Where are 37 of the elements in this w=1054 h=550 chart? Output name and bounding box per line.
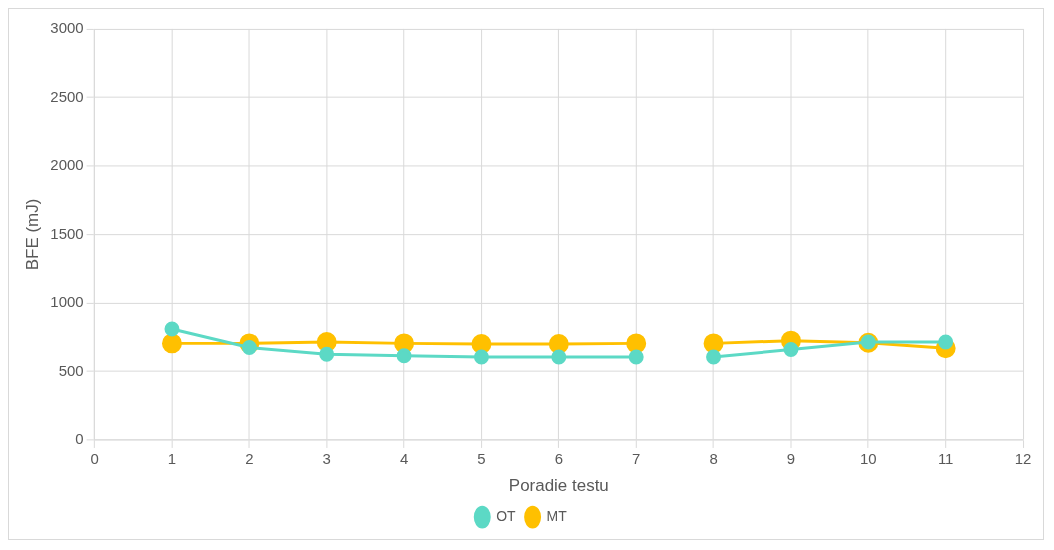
x-tick-label: 7	[632, 450, 641, 468]
point	[473, 349, 489, 365]
x-tick-label: 10	[859, 450, 877, 468]
legend-label: MT	[546, 507, 568, 524]
point	[471, 334, 492, 355]
point	[703, 333, 724, 354]
y-tick-label: 2500	[50, 87, 84, 105]
x-tick-label: 1	[167, 450, 177, 468]
x-tick-label: 9	[786, 450, 796, 468]
x-tick-label: 5	[477, 450, 486, 468]
x-tick-label: 3	[322, 450, 331, 468]
x-tick-label: 12	[1014, 450, 1032, 468]
y-tick-label: 1000	[50, 293, 84, 311]
point	[706, 349, 722, 365]
x-tick-label: 6	[554, 450, 563, 468]
point	[319, 346, 335, 362]
point	[783, 342, 799, 358]
point	[551, 349, 567, 365]
y-tick-label: 1500	[50, 224, 84, 242]
x-axis-title: Poradie testu	[508, 475, 609, 495]
x-tick-label: 8	[709, 450, 718, 468]
x-tick-label: 11	[937, 450, 954, 468]
x-tick-label: 2	[245, 450, 254, 468]
x-tick-label: 0	[90, 450, 99, 468]
x-tick-label: 4	[399, 450, 409, 468]
y-tick-label: 0	[75, 430, 84, 448]
point	[626, 333, 647, 354]
point	[164, 321, 180, 337]
y-tick-label: 3000	[50, 19, 84, 37]
point	[548, 334, 569, 355]
y-tick-label: 2000	[50, 156, 84, 174]
point	[628, 349, 644, 365]
legend-label: OT	[496, 507, 517, 524]
point	[396, 348, 412, 364]
point	[161, 333, 182, 354]
y-tick-label: 500	[58, 361, 84, 379]
y-axis-title: BFE (mJ)	[22, 198, 42, 271]
